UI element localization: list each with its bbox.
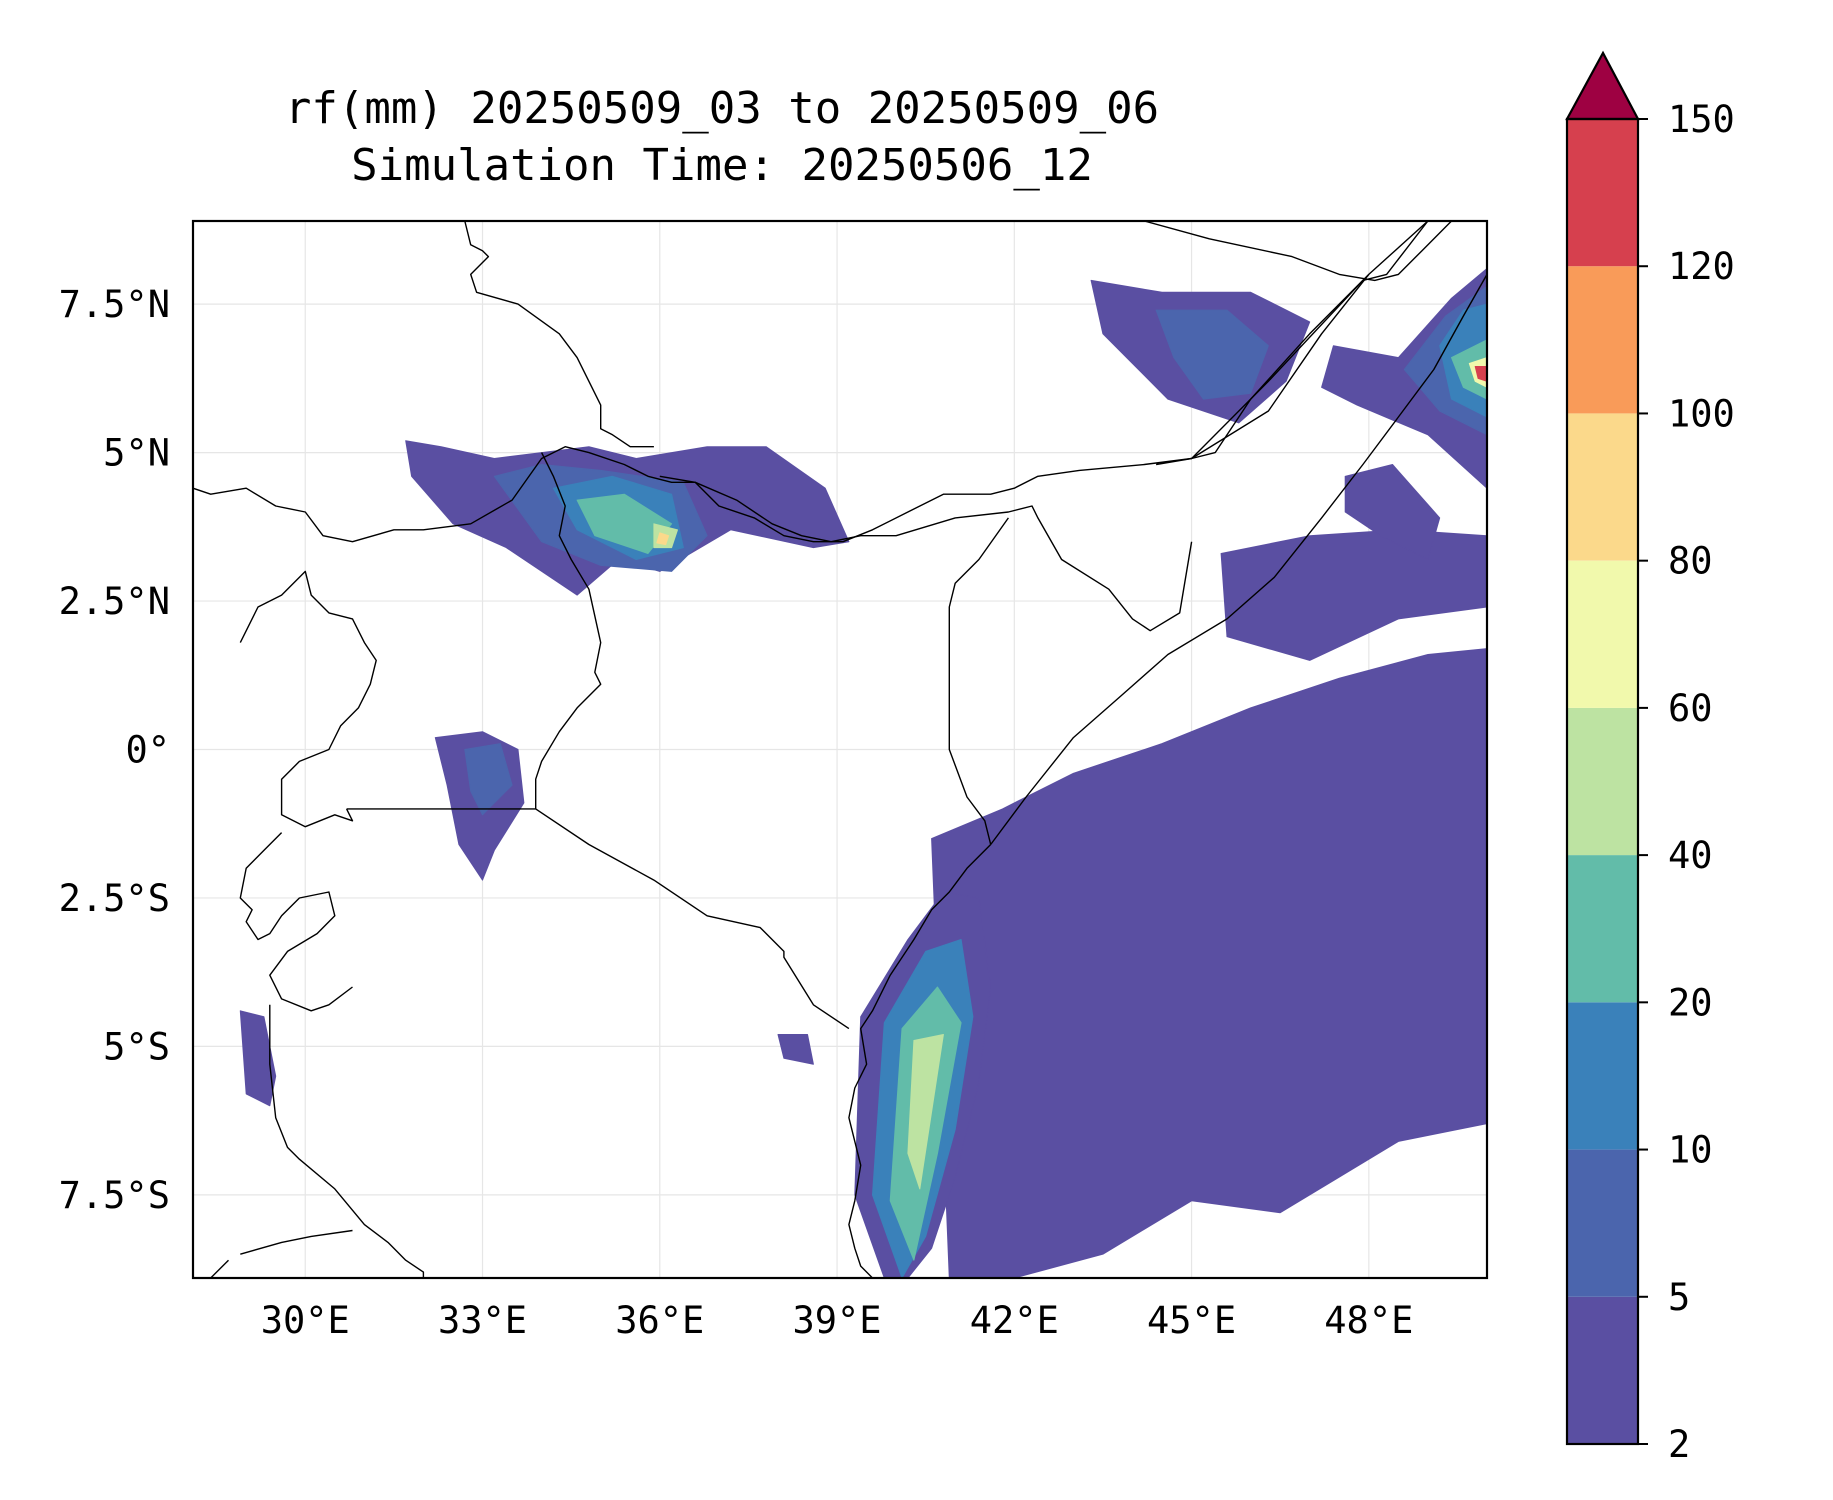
- colorbar-bands: [1567, 119, 1638, 1444]
- latitude-tick-labels: 7.5°N 5°N 2.5°N 0° 2.5°S 5°S 7.5°S: [59, 283, 170, 1217]
- y-tick-label: 7.5°S: [59, 1174, 170, 1217]
- colorbar-band-100: [1567, 266, 1638, 414]
- y-tick-label: 5°S: [103, 1025, 170, 1068]
- rain-area-22: [1220, 529, 1487, 661]
- border-14: [1155, 273, 1370, 466]
- border-3: [239, 570, 377, 828]
- y-tick-label: 0°: [125, 729, 170, 772]
- colorbar-band-60: [1567, 560, 1638, 708]
- colorbar-tick-label: 60: [1668, 687, 1713, 730]
- rain-area-24: [777, 1034, 814, 1065]
- border-15: [1191, 221, 1429, 459]
- colorbar-tick-label: 120: [1668, 245, 1735, 288]
- rain-area-17: [931, 648, 1487, 1278]
- colorbar-tick-label: 40: [1668, 834, 1713, 877]
- colorbar-band-20: [1567, 855, 1638, 1003]
- y-tick-label: 2.5°S: [59, 877, 170, 920]
- coastline-13: [848, 844, 992, 1278]
- colorbar-tick-labels: 2 5 10 20 40 60 80 100 120 150: [1638, 98, 1735, 1466]
- border-6: [240, 1229, 353, 1255]
- coastline-5: [269, 1004, 425, 1278]
- coastlines-and-borders: [193, 221, 1487, 1278]
- rain-area-16: [1474, 366, 1487, 382]
- border-1: [535, 452, 602, 809]
- rainfall-contours: [239, 268, 1487, 1278]
- rain-area-5: [656, 532, 670, 546]
- rain-area-14: [1451, 339, 1487, 400]
- map-axes: 30°E 33°E 36°E 39°E 42°E 45°E 48°E 7.5°N 5°N 2.5…: [59, 219, 1489, 1342]
- rain-area-23: [1344, 464, 1441, 560]
- colorbar-band-2: [1567, 1296, 1638, 1444]
- border-9: [464, 221, 654, 448]
- y-tick-label: 2.5°N: [59, 580, 170, 623]
- colorbar-band-120: [1567, 119, 1638, 267]
- map-frame: [191, 219, 1489, 1280]
- colorbar-tick-label: 150: [1668, 98, 1735, 141]
- colorbar-band-10: [1567, 1002, 1638, 1150]
- border-11: [948, 517, 1009, 845]
- colorbar-frame: [1565, 117, 1640, 1446]
- x-tick-label: 42°E: [970, 1299, 1059, 1342]
- colorbar-tick-label: 20: [1668, 981, 1713, 1024]
- colorbar-tick-label: 2: [1668, 1423, 1690, 1466]
- rain-area-7: [464, 743, 513, 816]
- x-tick-label: 30°E: [261, 1299, 350, 1342]
- border-4: [239, 832, 353, 1012]
- colorbar-tick-label: 80: [1668, 540, 1713, 583]
- colorbar-tick-label: 100: [1668, 392, 1735, 435]
- border-7: [210, 1259, 229, 1278]
- x-tick-label: 36°E: [615, 1299, 704, 1342]
- colorbar-tick-label: 10: [1668, 1129, 1713, 1172]
- border-2: [346, 808, 850, 1030]
- rain-area-10: [1155, 309, 1269, 400]
- colorbar-band-80: [1567, 413, 1638, 561]
- x-tick-label: 33°E: [438, 1299, 527, 1342]
- map-title-line2: Simulation Time: 20250506_12: [351, 140, 1093, 191]
- x-tick-label: 48°E: [1324, 1299, 1413, 1342]
- rain-area-21: [907, 1034, 944, 1190]
- colorbar: 2 5 10 20 40 60 80 100 120 150: [1565, 50, 1735, 1466]
- x-tick-label: 45°E: [1147, 1299, 1236, 1342]
- border-10: [659, 475, 1193, 632]
- colorbar-band-40: [1567, 707, 1638, 856]
- y-tick-label: 5°N: [103, 432, 170, 475]
- longitude-tick-labels: 30°E 33°E 36°E 39°E 42°E 45°E 48°E: [261, 1299, 1414, 1342]
- border-16: [1144, 221, 1452, 282]
- x-tick-label: 39°E: [792, 1299, 881, 1342]
- coastline-12: [990, 274, 1487, 845]
- y-tick-label: 7.5°N: [59, 283, 170, 326]
- map-title-line1: rf(mm) 20250509_03 to 20250509_06: [285, 83, 1159, 134]
- colorbar-band-5: [1567, 1149, 1638, 1297]
- colorbar-tick-label: 5: [1668, 1276, 1690, 1319]
